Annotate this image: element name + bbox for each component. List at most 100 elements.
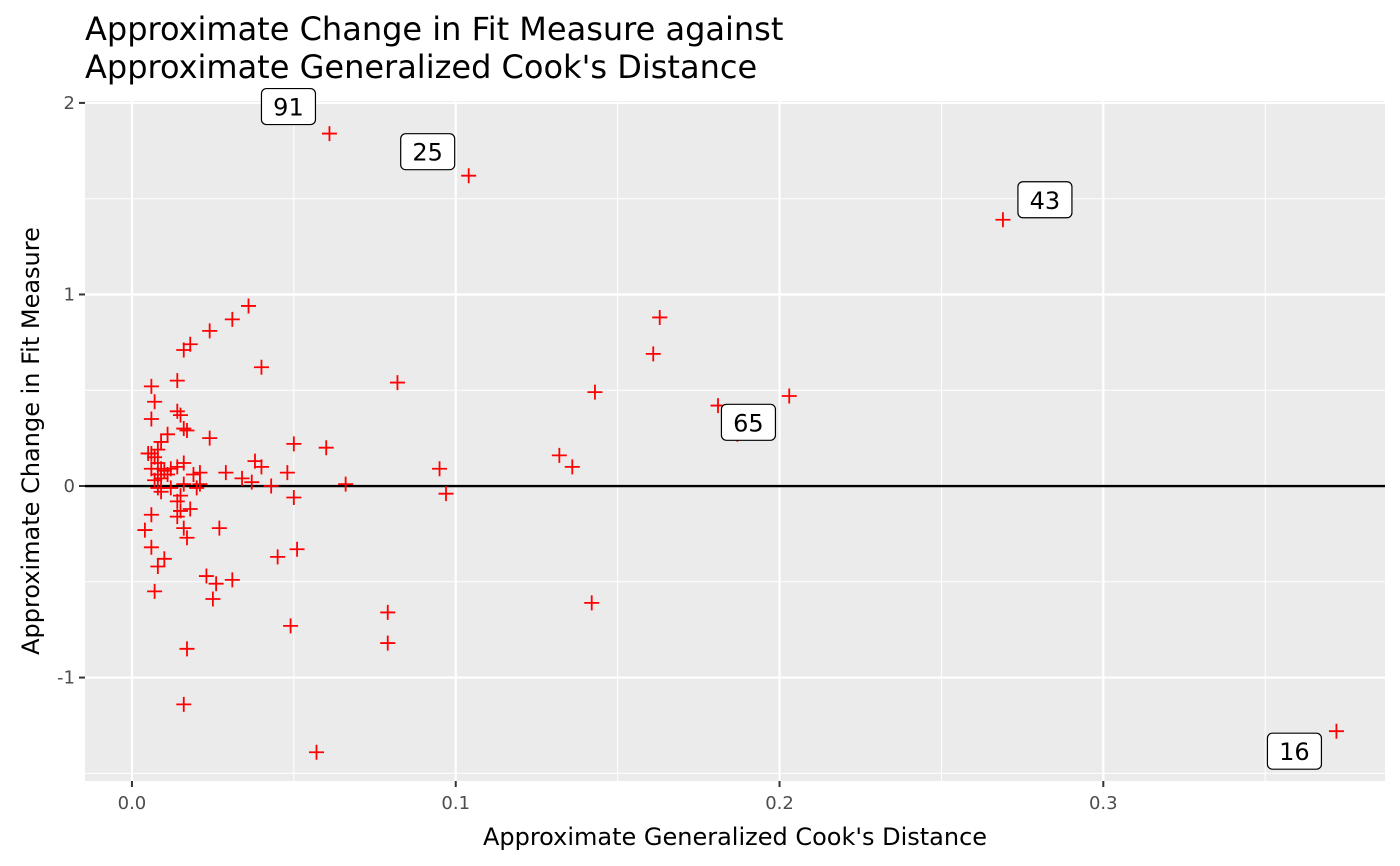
- data-point: [179, 530, 195, 546]
- data-point: [584, 595, 600, 611]
- x-tick-label: 0.2: [765, 793, 794, 814]
- data-point: [143, 539, 159, 555]
- data-point: [208, 576, 224, 592]
- point-label: 65: [720, 403, 777, 441]
- data-point: [218, 465, 234, 481]
- point-label-text: 43: [1030, 187, 1061, 215]
- y-tick-label: 2: [64, 93, 75, 114]
- data-point: [652, 309, 668, 325]
- data-point: [147, 583, 163, 599]
- data-point: [176, 455, 192, 471]
- data-point: [176, 696, 192, 712]
- point-label-text: 16: [1279, 738, 1310, 766]
- data-point: [156, 463, 172, 479]
- data-point: [169, 493, 185, 509]
- data-point: [380, 604, 396, 620]
- data-point: [211, 520, 227, 536]
- data-point: [279, 465, 295, 481]
- data-point: [176, 421, 192, 437]
- data-point: [263, 478, 279, 494]
- data-point: [169, 373, 185, 389]
- data-point: [234, 470, 250, 486]
- data-point: [253, 359, 269, 375]
- data-point: [140, 445, 156, 461]
- point-label-text: 91: [273, 94, 304, 122]
- data-point: [173, 407, 189, 423]
- data-point: [176, 520, 192, 536]
- data-point: [289, 541, 305, 557]
- data-point: [169, 403, 185, 419]
- data-point: [202, 430, 218, 446]
- data-point: [163, 480, 179, 496]
- data-point: [185, 467, 201, 483]
- data-point: [286, 490, 302, 506]
- data-point: [309, 744, 325, 760]
- data-point: [179, 641, 195, 657]
- data-point: [150, 480, 166, 496]
- data-point: [169, 509, 185, 525]
- data-point: [153, 484, 169, 500]
- data-point: [176, 476, 192, 492]
- x-axis-label: Approximate Generalized Cook's Distance: [483, 823, 987, 851]
- data-point: [645, 346, 661, 362]
- data-point: [147, 449, 163, 465]
- data-point: [1328, 723, 1344, 739]
- data-point: [176, 342, 192, 358]
- point-label: 25: [400, 133, 456, 171]
- y-axis: -1 0 1 2: [57, 93, 85, 689]
- point-label: 43: [1017, 181, 1073, 219]
- data-point: [150, 442, 166, 458]
- x-tick-label: 0.3: [1089, 793, 1118, 814]
- minor-gridlines: [85, 101, 1385, 781]
- x-tick-label: 0.0: [118, 793, 147, 814]
- data-point: [380, 635, 396, 651]
- data-point: [564, 459, 580, 475]
- y-axis-label: Approximate Change in Fit Measure: [17, 227, 45, 655]
- data-point: [150, 558, 166, 574]
- point-label-text: 65: [733, 409, 764, 437]
- chart-title-line-1: Approximate Change in Fit Measure agains…: [85, 10, 783, 48]
- data-point: [147, 472, 163, 488]
- data-point: [182, 501, 198, 517]
- data-points: [137, 126, 1344, 760]
- point-label: 91: [260, 87, 317, 126]
- data-point: [432, 461, 448, 477]
- data-point: [143, 507, 159, 523]
- data-point: [587, 384, 603, 400]
- chart-title-line-2: Approximate Generalized Cook's Distance: [85, 48, 757, 86]
- y-tick-label: 0: [64, 476, 75, 497]
- data-point: [270, 549, 286, 565]
- point-labels: 91 25 43 65 16: [260, 87, 1323, 770]
- data-point: [286, 436, 302, 452]
- point-label-box: [260, 87, 317, 126]
- data-point: [995, 212, 1011, 228]
- point-label-box: [720, 403, 777, 441]
- point-label-box: [400, 133, 456, 171]
- data-point: [192, 476, 208, 492]
- data-point: [143, 378, 159, 394]
- data-point: [461, 168, 477, 184]
- data-point: [189, 480, 205, 496]
- data-point: [551, 447, 567, 463]
- data-point: [202, 323, 218, 339]
- point-label-text: 25: [412, 139, 443, 167]
- point-label-box: [1017, 181, 1073, 219]
- data-point: [338, 476, 354, 492]
- data-point: [143, 461, 159, 477]
- data-point: [137, 522, 153, 538]
- data-point: [224, 311, 240, 327]
- data-point: [438, 486, 454, 502]
- data-point: [321, 126, 337, 142]
- data-point: [143, 411, 159, 427]
- data-point: [179, 422, 195, 438]
- data-point: [781, 388, 797, 404]
- data-point: [224, 572, 240, 588]
- data-point: [153, 434, 169, 450]
- x-axis: 0.0 0.1 0.2 0.3: [118, 781, 1118, 814]
- data-point: [247, 453, 263, 469]
- y-tick-label: -1: [57, 668, 75, 689]
- data-point: [283, 618, 299, 634]
- data-point: [198, 568, 214, 584]
- point-label: 16: [1266, 732, 1323, 770]
